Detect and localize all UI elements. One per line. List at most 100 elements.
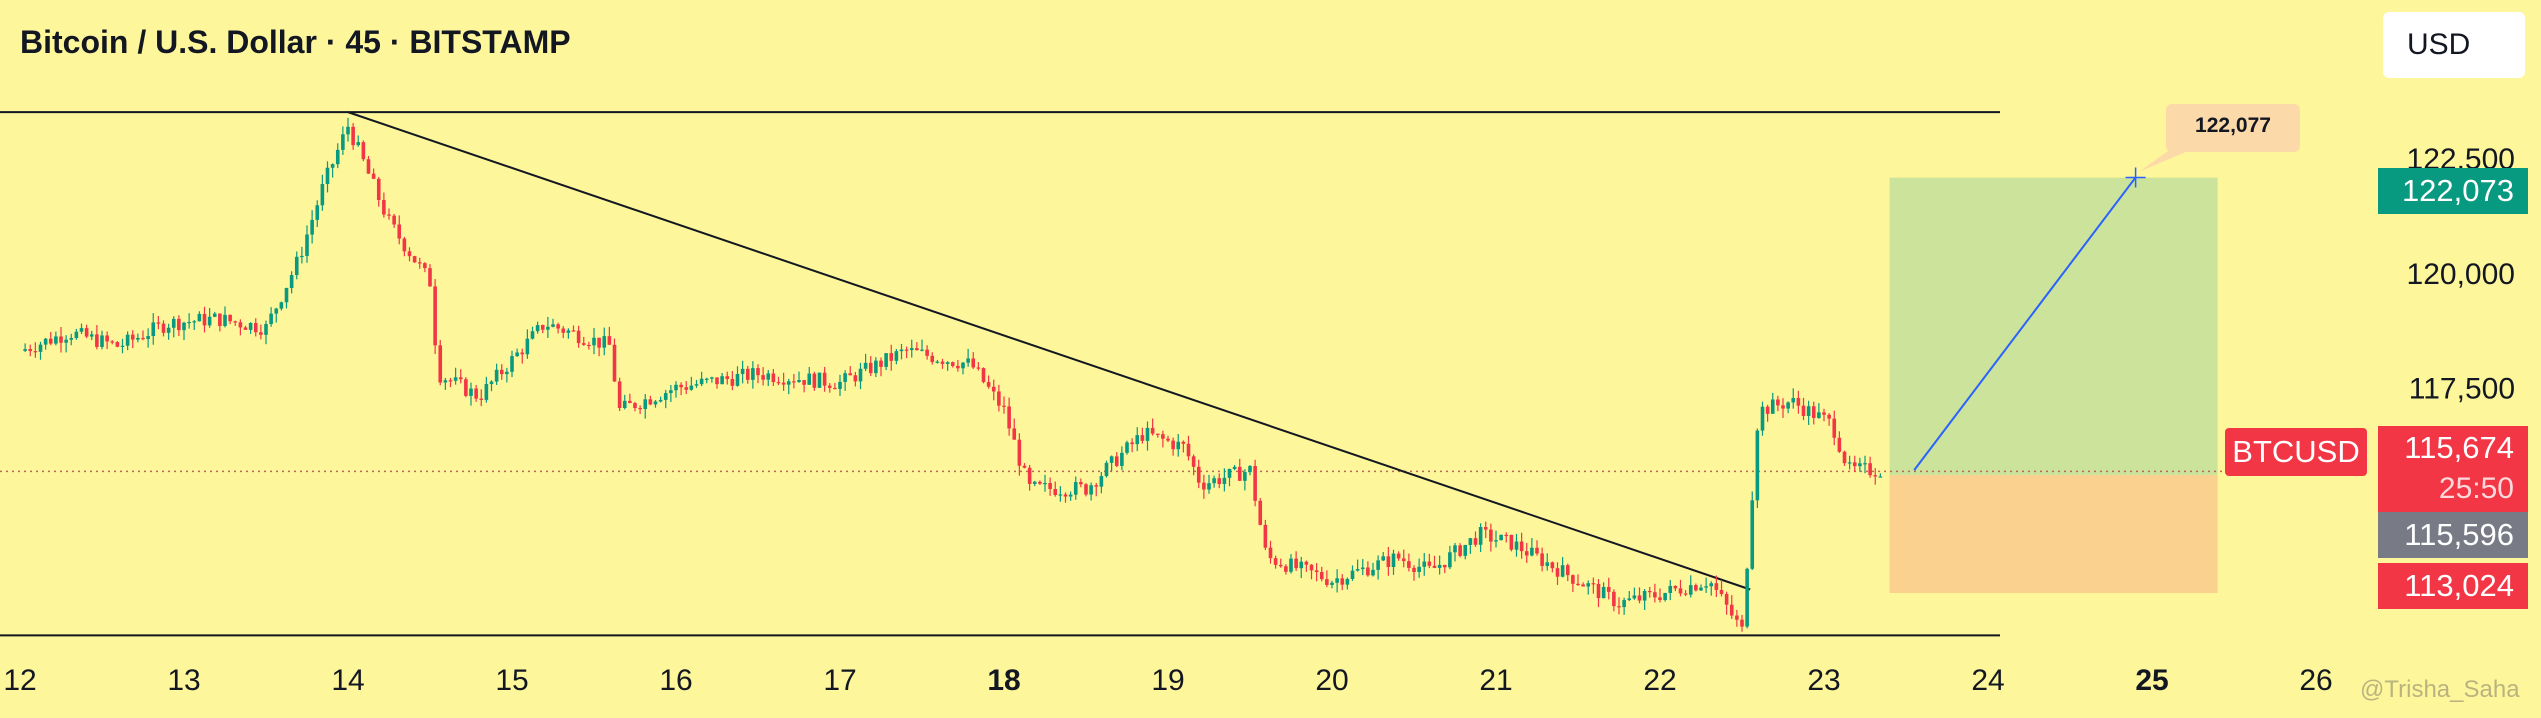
candle (879, 357, 883, 377)
candle-body (1571, 575, 1575, 584)
candle-body (920, 349, 924, 351)
time-axis[interactable]: 12 13 14 15 16 17 18 19 20 21 22 23 24 25 26 (3, 664, 2332, 697)
candle-body (412, 256, 417, 263)
candle-body (1653, 592, 1657, 598)
candle-body (1232, 466, 1237, 469)
candle (540, 324, 545, 334)
candle (1232, 465, 1237, 471)
candle (1668, 579, 1673, 601)
candle-body (653, 401, 658, 405)
time-axis-label: 16 (659, 664, 692, 697)
candle-body (699, 378, 704, 385)
candle-body (735, 373, 740, 386)
candle (1535, 540, 1539, 556)
candle-body (1581, 584, 1585, 587)
candle (802, 379, 806, 393)
candle (715, 377, 719, 389)
candle-body (817, 372, 822, 388)
candle (1171, 437, 1175, 456)
candle-body (551, 324, 555, 327)
candle-body (1735, 615, 1739, 620)
candle-body (1863, 463, 1867, 465)
candle (392, 213, 396, 228)
candle-body (1417, 566, 1421, 573)
author-watermark: @Trisha_Saha (2360, 676, 2520, 703)
candle (151, 313, 156, 345)
candle (346, 117, 350, 142)
candle (1555, 562, 1560, 585)
candle-body (833, 387, 837, 390)
candle (699, 371, 704, 387)
candle-body (1535, 547, 1539, 554)
candle (1294, 551, 1298, 571)
candle (187, 313, 191, 329)
candle (633, 401, 637, 412)
candle-body (1673, 585, 1678, 589)
candle (192, 320, 197, 330)
candle (884, 353, 888, 371)
candle (223, 306, 227, 328)
candle-body (1371, 569, 1375, 576)
candle-body (981, 368, 986, 383)
candle-body (822, 372, 827, 386)
candle-body (756, 368, 760, 376)
candle-body (1243, 472, 1247, 481)
candle-body (1196, 466, 1201, 483)
candle (1058, 486, 1063, 502)
candle (1858, 457, 1862, 472)
candle (899, 343, 904, 360)
candle (89, 330, 94, 341)
candle (1273, 555, 1278, 569)
candle (1524, 543, 1529, 563)
candle-body (1284, 566, 1288, 572)
candle (576, 325, 581, 348)
candle-body (335, 149, 340, 165)
candle-body (1565, 565, 1570, 576)
candle-body (1345, 578, 1350, 585)
candle (607, 326, 612, 345)
time-axis-label: 24 (1971, 664, 2004, 697)
candle (1186, 435, 1191, 461)
candle-body (535, 325, 540, 332)
candle (807, 366, 812, 385)
candle-body (1135, 435, 1140, 445)
candle (43, 337, 48, 350)
candle (1196, 459, 1201, 489)
time-axis-label: 19 (1151, 664, 1184, 697)
candle (95, 325, 99, 350)
candle (1089, 482, 1093, 501)
candle (530, 326, 535, 340)
candle-body (587, 344, 591, 347)
candle (1632, 587, 1637, 600)
candle-body (1263, 524, 1268, 548)
candle-body (1801, 405, 1806, 416)
candle (991, 379, 996, 401)
candle-body (1540, 553, 1544, 566)
candle (669, 385, 673, 403)
candle (1576, 574, 1580, 586)
candle (382, 192, 386, 218)
candle-body (284, 287, 289, 303)
candle (1109, 455, 1114, 472)
candle-body (1053, 488, 1058, 496)
candle-body (971, 358, 976, 368)
candle-body (956, 365, 960, 369)
candle (838, 374, 842, 396)
candle (1601, 582, 1606, 599)
candle (1038, 480, 1042, 485)
candle-body (858, 368, 863, 382)
candle-body (469, 388, 473, 396)
candle-body (1114, 456, 1119, 466)
candle (33, 342, 38, 358)
candle-body (1217, 478, 1222, 485)
candle (1494, 530, 1498, 548)
candle (1663, 592, 1667, 602)
candle-body (166, 327, 171, 333)
candle (710, 376, 714, 383)
candle-body (1852, 462, 1857, 467)
currency-button[interactable]: USD (2383, 12, 2525, 78)
candle-body (1038, 481, 1042, 484)
candle (1063, 492, 1068, 503)
